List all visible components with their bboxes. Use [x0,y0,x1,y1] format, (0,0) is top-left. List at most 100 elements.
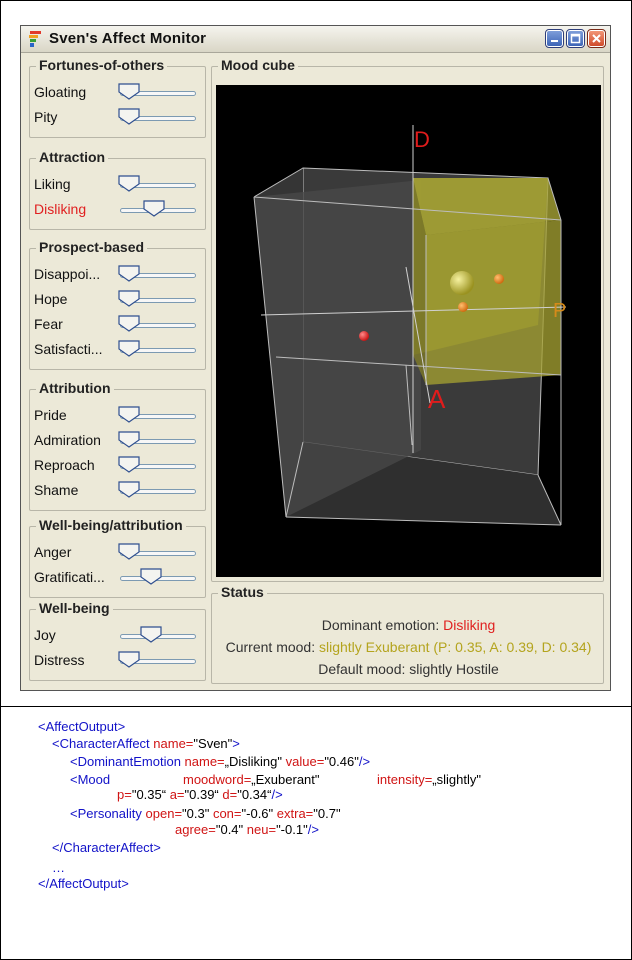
xml-line: </AffectOutput> [38,876,129,892]
emotion-slider-row: Disappoi... [30,263,207,285]
emotion-label: Gloating [34,84,86,100]
minimize-icon [549,33,560,44]
slider-group-title: Attraction [36,149,108,165]
emotion-slider-row: Gratificati... [30,566,207,588]
mood-cube-view: D A P [216,85,601,577]
status-panel: Status Dominant emotion: Disliking Curre… [211,593,604,684]
emotion-slider-thumb[interactable] [118,543,140,560]
slider-group-title: Prospect-based [36,239,147,255]
emotion-slider-row: Anger [30,541,207,563]
emotion-slider-row: Pity [30,106,207,128]
emotion-slider-thumb[interactable] [118,108,140,125]
emotion-label: Reproach [34,457,95,473]
xml-line: <DominantEmotion name=„Disliking" value=… [70,754,370,770]
xml-line: agree="0.4" neu="-0.1"/> [175,822,319,838]
default-mood-line: Default mood: slightly Hostile [212,661,605,677]
minimize-button[interactable] [546,30,563,47]
current-mood-label: Current mood: [226,639,319,655]
dominant-emotion-label: Dominant emotion: [322,617,443,633]
slider-group: Fortunes-of-others Gloating Pity [29,66,206,138]
status-title: Status [218,584,267,600]
emotion-label: Distress [34,652,85,668]
slider-group: Well-being/attribution Anger Gratificati..… [29,526,206,598]
emotion-slider-row: Distress [30,649,207,671]
emotion-slider-row: Shame [30,479,207,501]
xml-line: p="0.35“ a="0.39“ d="0.34“/> [117,787,283,803]
maximize-button[interactable] [567,30,584,47]
d-axis-label: D [414,127,430,152]
emotion-slider-thumb[interactable] [118,431,140,448]
emotion-label: Satisfacti... [34,341,102,357]
emotion-slider-row: Admiration [30,429,207,451]
xml-line: <Mood [70,772,110,788]
emotion-slider-row: Pride [30,404,207,426]
current-mood-value: slightly Exuberant (P: 0.35, A: 0.39, D:… [319,639,591,655]
xml-line: <AffectOutput> [38,719,125,735]
emotion-slider-row: Disliking [30,198,207,220]
emotion-slider-thumb[interactable] [140,626,162,643]
emotion-slider-thumb[interactable] [118,315,140,332]
close-button[interactable] [588,30,605,47]
emotion-label: Shame [34,482,78,498]
emotion-slider-thumb[interactable] [118,83,140,100]
p-axis-label: P [553,300,566,322]
xml-line: moodword=„Exuberant" [183,772,320,788]
xml-line: … [52,860,65,876]
slider-group-title: Fortunes-of-others [36,57,167,73]
emotion-label: Disliking [34,201,86,217]
emotion-slider-thumb[interactable] [118,456,140,473]
default-mood-point [359,331,369,341]
emotion-slider-row: Satisfacti... [30,338,207,360]
xml-line: </CharacterAffect> [52,840,161,856]
maximize-icon [570,33,581,44]
emotion-slider-thumb[interactable] [118,406,140,423]
mood-cube-panel: Mood cube [211,66,604,582]
emotion-label: Anger [34,544,71,560]
close-icon [591,33,602,44]
dominant-emotion-value: Disliking [443,617,495,633]
emotion-slider-row: Gloating [30,81,207,103]
emotion-slider-thumb[interactable] [140,568,162,585]
affect-monitor-window: Sven's Affect Monitor Fortunes-of-others… [20,25,611,691]
mood-cube-canvas[interactable]: D A P [216,85,601,577]
emotion-slider-row: Hope [30,288,207,310]
xml-line: <CharacterAffect name="Sven"> [52,736,240,752]
xml-line: <Personality open="0.3" con="-0.6" extra… [70,806,341,822]
emotion-label: Disappoi... [34,266,100,282]
emotion-slider-thumb[interactable] [118,340,140,357]
emotion-slider-thumb[interactable] [118,481,140,498]
emotion-slider-row: Liking [30,173,207,195]
current-mood-line: Current mood: slightly Exuberant (P: 0.3… [212,639,605,655]
slider-group: Attraction Liking Disliking [29,158,206,230]
current-mood-point [450,271,474,295]
emotion-label: Pity [34,109,57,125]
mood-octant-front [426,220,561,385]
emotion-slider-row: Joy [30,624,207,646]
emotion-label: Admiration [34,432,101,448]
emotion-slider-thumb[interactable] [118,175,140,192]
slider-group-title: Well-being/attribution [36,517,186,533]
slider-group: Attribution Pride Admiration Reproach Shame [29,389,206,511]
figure-divider [0,706,632,707]
slider-group-title: Well-being [36,600,113,616]
emotion-slider-thumb[interactable] [118,265,140,282]
slider-group: Prospect-based Disappoi... Hope Fear Satisfa… [29,248,206,370]
slider-group: Well-being Joy Distress [29,609,206,681]
emotion-slider-row: Reproach [30,454,207,476]
emotion-slider-thumb[interactable] [118,290,140,307]
window-title: Sven's Affect Monitor [49,30,206,47]
emotion-slider-thumb[interactable] [143,200,165,217]
emotion-label: Hope [34,291,67,307]
emotion-slider-thumb[interactable] [118,651,140,668]
a-axis-label: A [428,384,446,414]
emotion-point [458,302,468,312]
emotion-label: Liking [34,176,71,192]
slider-group-title: Attribution [36,380,114,396]
emotion-label: Gratificati... [34,569,105,585]
dominant-emotion-line: Dominant emotion: Disliking [212,617,605,633]
app-icon [27,30,43,48]
emotion-label: Joy [34,627,56,643]
emotion-point [494,274,504,284]
emotion-label: Pride [34,407,67,423]
title-bar[interactable]: Sven's Affect Monitor [21,26,610,53]
